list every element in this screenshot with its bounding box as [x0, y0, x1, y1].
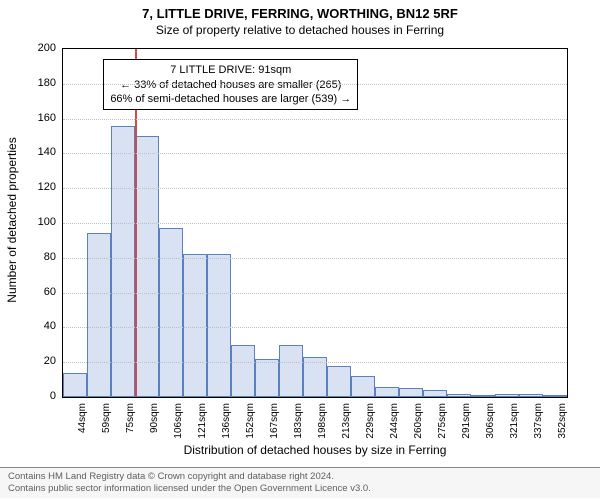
- y-axis-ticks: 020406080100120140160180200: [0, 48, 60, 398]
- x-tick: 59sqm: [101, 403, 112, 433]
- bar: [375, 387, 399, 397]
- x-tick: 121sqm: [197, 403, 208, 439]
- y-tick: 160: [38, 112, 56, 124]
- x-tick: 106sqm: [173, 403, 184, 439]
- plot-area: 7 LITTLE DRIVE: 91sqm ← 33% of detached …: [62, 48, 568, 398]
- bar: [255, 359, 279, 397]
- y-tick: 100: [38, 216, 56, 228]
- bar: [351, 376, 375, 397]
- x-tick: 44sqm: [77, 403, 88, 433]
- y-tick: 200: [38, 42, 56, 54]
- x-axis-label: Distribution of detached houses by size …: [62, 443, 568, 457]
- annotation-line3: 66% of semi-detached houses are larger (…: [110, 92, 351, 106]
- bar: [423, 390, 447, 397]
- x-tick: 167sqm: [269, 403, 280, 439]
- bar: [111, 126, 135, 397]
- x-tick: 291sqm: [461, 403, 472, 439]
- annotation-box: 7 LITTLE DRIVE: 91sqm ← 33% of detached …: [103, 59, 358, 110]
- bar: [519, 394, 543, 397]
- footer-line2: Contains public sector information licen…: [8, 483, 592, 495]
- x-tick: 244sqm: [389, 403, 400, 439]
- annotation-line2: ← 33% of detached houses are smaller (26…: [110, 78, 351, 92]
- bar: [543, 395, 567, 397]
- bar: [399, 388, 423, 397]
- y-tick: 0: [50, 390, 56, 402]
- bar: [471, 395, 495, 397]
- bar: [159, 228, 183, 397]
- y-tick: 40: [44, 320, 56, 332]
- x-tick: 321sqm: [509, 403, 520, 439]
- y-tick: 80: [44, 251, 56, 263]
- bar: [447, 394, 471, 397]
- chart-container: 7, LITTLE DRIVE, FERRING, WORTHING, BN12…: [0, 0, 600, 500]
- bar: [135, 136, 159, 397]
- x-tick: 152sqm: [245, 403, 256, 439]
- chart-title: 7, LITTLE DRIVE, FERRING, WORTHING, BN12…: [0, 0, 600, 21]
- x-tick: 75sqm: [125, 403, 136, 433]
- x-axis-ticks: 44sqm 59sqm 75sqm 90sqm 106sqm 121sqm 136sqm 15…: [62, 400, 568, 442]
- bar: [207, 254, 231, 397]
- x-tick: 229sqm: [365, 403, 376, 439]
- bar: [495, 394, 519, 397]
- x-tick: 183sqm: [293, 403, 304, 439]
- x-tick: 136sqm: [221, 403, 232, 439]
- bar: [63, 373, 87, 397]
- annotation-line1: 7 LITTLE DRIVE: 91sqm: [110, 63, 351, 77]
- footer: Contains HM Land Registry data © Crown c…: [0, 467, 600, 498]
- y-tick: 180: [38, 77, 56, 89]
- x-tick: 90sqm: [149, 403, 160, 433]
- bar: [279, 345, 303, 397]
- chart-subtitle: Size of property relative to detached ho…: [0, 21, 600, 37]
- x-tick: 260sqm: [413, 403, 424, 439]
- y-tick: 140: [38, 146, 56, 158]
- bar: [231, 345, 255, 397]
- bar: [183, 254, 207, 397]
- y-tick: 20: [44, 355, 56, 367]
- x-tick: 337sqm: [533, 403, 544, 439]
- bar: [327, 366, 351, 397]
- x-tick: 213sqm: [341, 403, 352, 439]
- footer-line1: Contains HM Land Registry data © Crown c…: [8, 471, 592, 483]
- x-tick: 306sqm: [485, 403, 496, 439]
- y-tick: 60: [44, 286, 56, 298]
- x-tick: 198sqm: [317, 403, 328, 439]
- y-tick: 120: [38, 181, 56, 193]
- x-tick: 352sqm: [557, 403, 568, 439]
- x-tick: 275sqm: [437, 403, 448, 439]
